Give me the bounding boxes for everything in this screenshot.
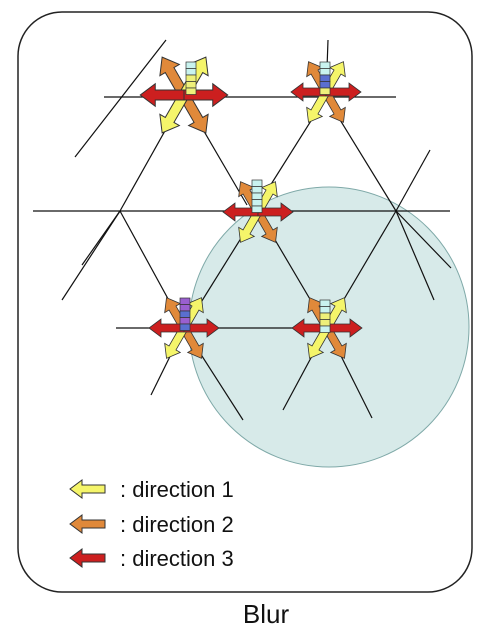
red-arrow-icon bbox=[69, 548, 106, 568]
legend-label-direction-3: : direction 3 bbox=[120, 546, 234, 571]
stack-cell bbox=[319, 299, 331, 307]
stack-cell bbox=[251, 186, 263, 194]
direction-1-arrow bbox=[159, 91, 190, 134]
stack-cell bbox=[185, 61, 197, 69]
stack-cell bbox=[319, 306, 331, 314]
direction-3-arrow bbox=[326, 318, 363, 338]
node-bottom-left-stack bbox=[179, 297, 191, 331]
caption: Blur bbox=[243, 599, 290, 629]
legend-label-direction-1: : direction 1 bbox=[120, 477, 234, 502]
stack-cell bbox=[251, 199, 263, 207]
diagram-frame bbox=[17, 11, 473, 593]
stack-cell bbox=[319, 325, 331, 333]
yellow-arrow-icon bbox=[69, 479, 106, 499]
node-top-left-stack bbox=[185, 61, 197, 95]
stack-cell bbox=[319, 68, 331, 76]
stack-cell bbox=[319, 87, 331, 95]
stack-cell bbox=[319, 74, 331, 82]
node-top-right-stack bbox=[319, 61, 331, 95]
direction-1-arrow bbox=[164, 325, 189, 359]
stack-cell bbox=[179, 310, 191, 318]
stack-cell bbox=[185, 81, 197, 89]
direction-1-arrow bbox=[238, 209, 263, 243]
stack-cell bbox=[179, 304, 191, 312]
stack-cell bbox=[185, 74, 197, 82]
direction-1-arrow bbox=[306, 89, 331, 123]
legend-item-direction-1: : direction 1 bbox=[69, 477, 234, 502]
node-bottom-right-stack bbox=[319, 299, 331, 333]
legend: : direction 1 : direction 2 : direction … bbox=[69, 477, 234, 571]
node-top-left bbox=[139, 56, 229, 134]
node-middle-stack bbox=[251, 179, 263, 213]
orange-arrow-icon bbox=[69, 514, 106, 534]
stack-cell bbox=[179, 297, 191, 305]
stack-cell bbox=[251, 179, 263, 187]
stack-cell bbox=[185, 68, 197, 76]
legend-item-direction-3: : direction 3 bbox=[69, 546, 234, 571]
direction-3-arrow bbox=[290, 82, 327, 102]
direction-1-arrow bbox=[307, 325, 332, 359]
direction-3-arrow bbox=[222, 202, 259, 222]
legend-item-direction-2: : direction 2 bbox=[69, 512, 234, 537]
stack-cell bbox=[319, 81, 331, 89]
legend-label-direction-2: : direction 2 bbox=[120, 512, 234, 537]
stack-cell bbox=[319, 61, 331, 69]
stack-cell bbox=[185, 87, 197, 95]
node-middle bbox=[222, 181, 294, 243]
stack-cell bbox=[251, 205, 263, 213]
stack-cell bbox=[251, 192, 263, 200]
stack-cell bbox=[179, 323, 191, 331]
stack-cell bbox=[179, 317, 191, 325]
stack-cell bbox=[319, 319, 331, 327]
direction-3-arrow bbox=[148, 318, 185, 338]
direction-3-arrow bbox=[139, 82, 185, 108]
stack-cell bbox=[319, 312, 331, 320]
